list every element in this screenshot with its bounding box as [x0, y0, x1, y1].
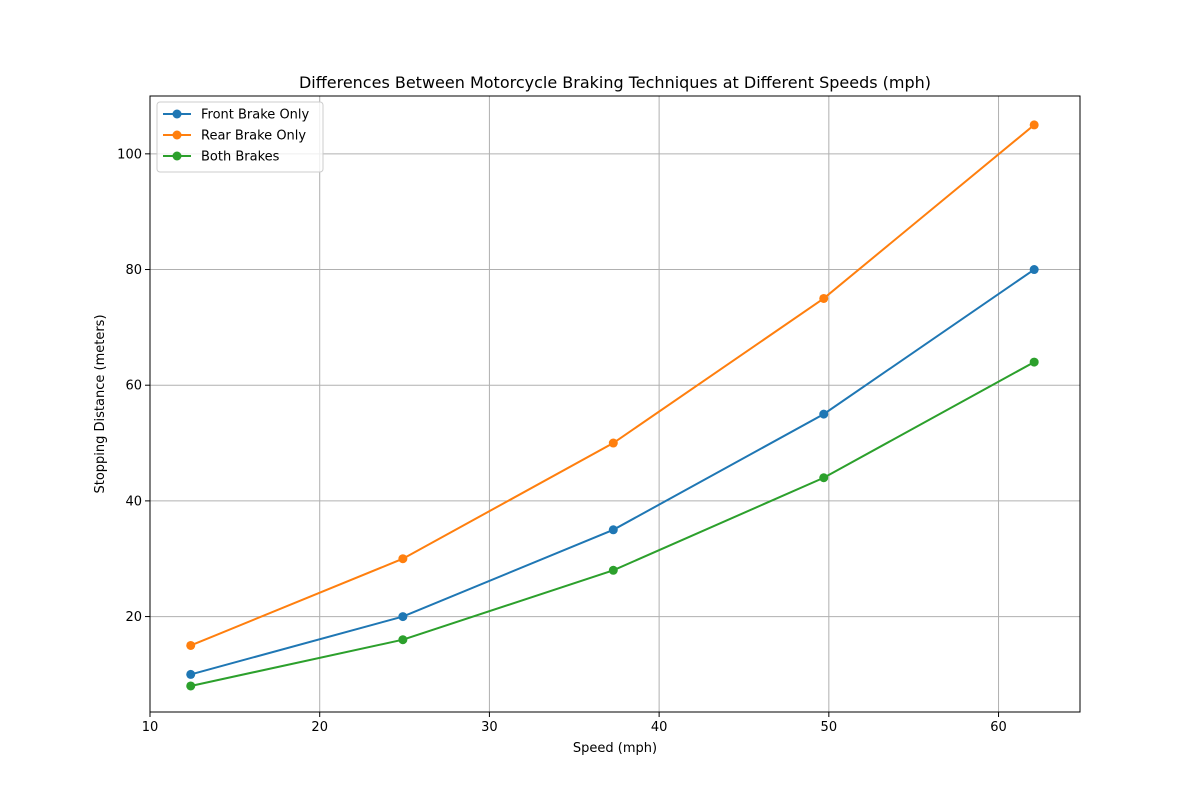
legend-box	[156, 101, 324, 173]
data-point	[1029, 265, 1039, 275]
data-point	[398, 554, 408, 564]
x-tick-label: 60	[990, 720, 1007, 735]
legend-swatch-marker	[172, 109, 182, 119]
chart-title: Differences Between Motorcycle Braking T…	[299, 73, 931, 92]
x-tick-label: 30	[481, 720, 498, 735]
x-tick-label: 10	[142, 720, 159, 735]
y-axis-label: Stopping Distance (meters)	[93, 314, 108, 493]
x-axis-label: Speed (mph)	[573, 741, 657, 756]
data-point	[186, 681, 196, 691]
x-tick-label: 50	[821, 720, 838, 735]
legend-item: Rear Brake Only	[163, 129, 306, 144]
legend-item: Both Brakes	[163, 150, 280, 165]
data-point	[1029, 357, 1039, 367]
data-point	[398, 612, 408, 622]
data-point	[398, 635, 408, 645]
y-tick-label: 60	[125, 379, 142, 394]
data-point	[1029, 120, 1039, 130]
series-both-brakes	[186, 357, 1039, 691]
series-group	[186, 120, 1039, 691]
y-tick-label: 40	[125, 494, 142, 509]
legend-swatch-marker	[172, 130, 182, 140]
data-point	[608, 525, 618, 535]
data-point	[819, 409, 829, 419]
data-point	[608, 438, 618, 448]
data-point	[819, 293, 829, 303]
data-point	[819, 473, 829, 483]
legend-label: Front Brake Only	[201, 108, 310, 123]
plot-frame	[149, 95, 1081, 713]
legend-item: Front Brake Only	[163, 108, 310, 123]
y-tick-label: 100	[117, 147, 142, 162]
data-point	[608, 565, 618, 575]
x-tick-label: 20	[311, 720, 328, 735]
y-tick-label: 20	[125, 610, 142, 625]
series-front-brake-only	[186, 265, 1039, 679]
data-point	[186, 640, 196, 650]
data-point	[186, 669, 196, 679]
legend-swatch-marker	[172, 151, 182, 161]
grid-lines	[149, 96, 1080, 712]
series-rear-brake-only	[186, 120, 1039, 650]
y-tick-label: 80	[125, 263, 142, 278]
axis-ticks: 10 20 30 40 50 60 20 40 60 80 100	[117, 147, 1007, 735]
x-tick-label: 40	[651, 720, 668, 735]
legend-label: Rear Brake Only	[201, 129, 306, 144]
legend-label: Both Brakes	[201, 150, 280, 165]
legend: Front Brake Only Rear Brake Only Both Brak…	[156, 101, 324, 173]
